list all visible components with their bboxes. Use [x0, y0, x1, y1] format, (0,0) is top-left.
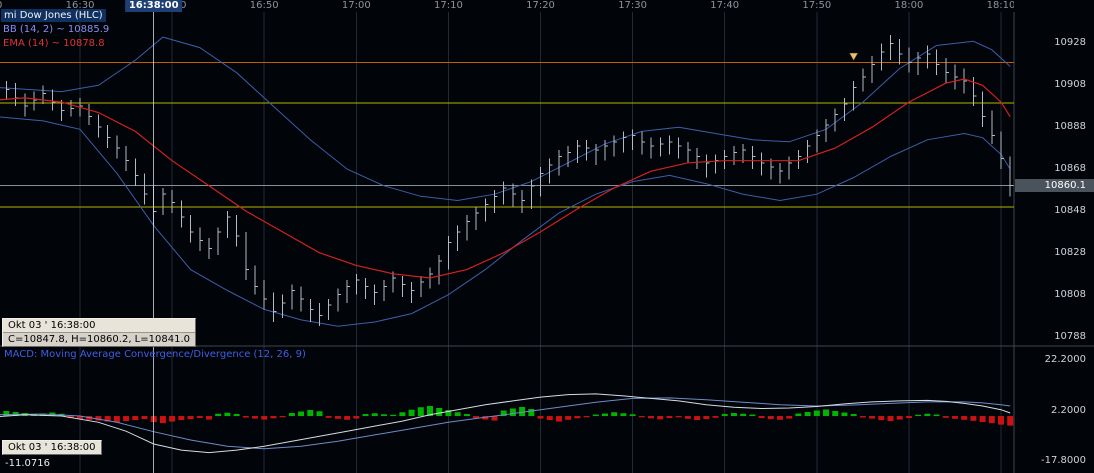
- macd-tooltip: Okt 03 ' 16:38:00: [2, 440, 102, 455]
- time-tick-label: 17:40: [710, 0, 740, 11]
- time-tick-label: 18:10: [986, 0, 1014, 11]
- price-tick-label: 10848: [1054, 205, 1086, 216]
- macd-crosshair-value: -11.0716: [5, 458, 50, 469]
- time-tick-label: 16:30: [65, 0, 95, 11]
- price-tick-label: 10928: [1054, 37, 1086, 48]
- time-tick-label: 17:00: [341, 0, 371, 11]
- macd-panel-title: MACD: Moving Average Convergence/Diverge…: [4, 349, 306, 360]
- time-axis[interactable]: 16:38:00 16:2016:3016:4016:5017:0017:101…: [0, 0, 1014, 12]
- tooltip-timestamp: Okt 03 ' 16:38:00: [3, 319, 195, 333]
- price-tick-label: 10868: [1054, 163, 1086, 174]
- price-tick-label: 10908: [1054, 79, 1086, 90]
- macd-tick-label: -17.8000: [1041, 455, 1086, 466]
- macd-tick-label: 2.2000: [1051, 405, 1086, 416]
- time-tick-label: 16:50: [249, 0, 279, 11]
- price-tick-label: 10888: [1054, 121, 1086, 132]
- price-tick-label: 10808: [1054, 289, 1086, 300]
- crosshair-time-label: 16:38:00: [124, 0, 183, 12]
- bb-indicator-label: BB (14, 2) ~ 10885.9: [3, 24, 110, 35]
- time-tick-label: 18:00: [894, 0, 924, 11]
- time-tick-label: 17:20: [526, 0, 555, 11]
- time-tick-label: 16:20: [0, 0, 2, 12]
- tooltip-ohlc-values: C=10847.8, H=10860.2, L=10841.0: [8, 334, 190, 345]
- symbol-title: mi Dow Jones (HLC): [1, 9, 106, 22]
- time-tick-label: 17:10: [434, 0, 463, 11]
- price-tick-label: 10828: [1054, 247, 1086, 258]
- last-price-badge: 10860.1: [1015, 179, 1094, 192]
- macd-tick-label: 22.2000: [1044, 354, 1086, 365]
- price-tooltip: Okt 03 ' 16:38:00 C=10847.8, H=10860.2, …: [2, 318, 196, 347]
- ema-indicator-label: EMA (14) ~ 10878.8: [3, 38, 105, 49]
- price-axis[interactable]: 10860.1 10928 10908 10888 10868 10848 10828 10…: [1014, 0, 1094, 473]
- tooltip-timestamp: Okt 03 ' 16:38:00: [3, 441, 101, 454]
- time-tick-label: 17:30: [618, 0, 648, 11]
- price-tick-label: 10788: [1054, 331, 1086, 342]
- time-tick-label: 17:50: [802, 0, 832, 11]
